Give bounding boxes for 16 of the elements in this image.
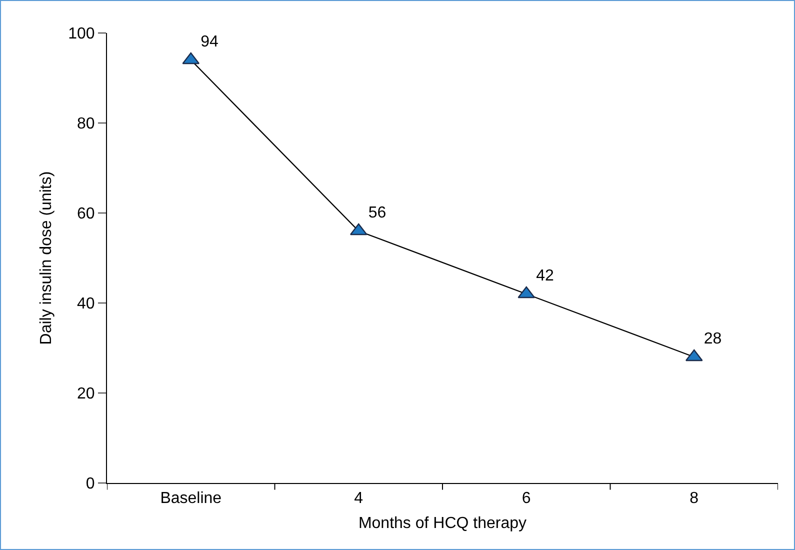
y-tick-label: 100 bbox=[68, 26, 95, 43]
x-tick-label: 6 bbox=[522, 490, 531, 508]
x-tick-label: 4 bbox=[354, 490, 364, 508]
y-tick-label: 0 bbox=[86, 476, 95, 493]
data-label: 94 bbox=[200, 33, 219, 50]
y-tick-label: 20 bbox=[77, 386, 95, 403]
data-label: 42 bbox=[536, 267, 554, 284]
y-axis-title: Daily insulin dose (units) bbox=[38, 171, 55, 345]
x-tick-label: Baseline bbox=[160, 490, 222, 508]
x-tick-label: 8 bbox=[690, 490, 699, 508]
y-tick-label: 60 bbox=[77, 206, 95, 223]
y-tick-label: 40 bbox=[77, 296, 95, 313]
x-axis-title: Months of HCQ therapy bbox=[358, 514, 527, 532]
y-tick-label: 80 bbox=[77, 116, 95, 133]
data-label: 28 bbox=[704, 330, 722, 348]
data-label: 56 bbox=[368, 204, 386, 222]
